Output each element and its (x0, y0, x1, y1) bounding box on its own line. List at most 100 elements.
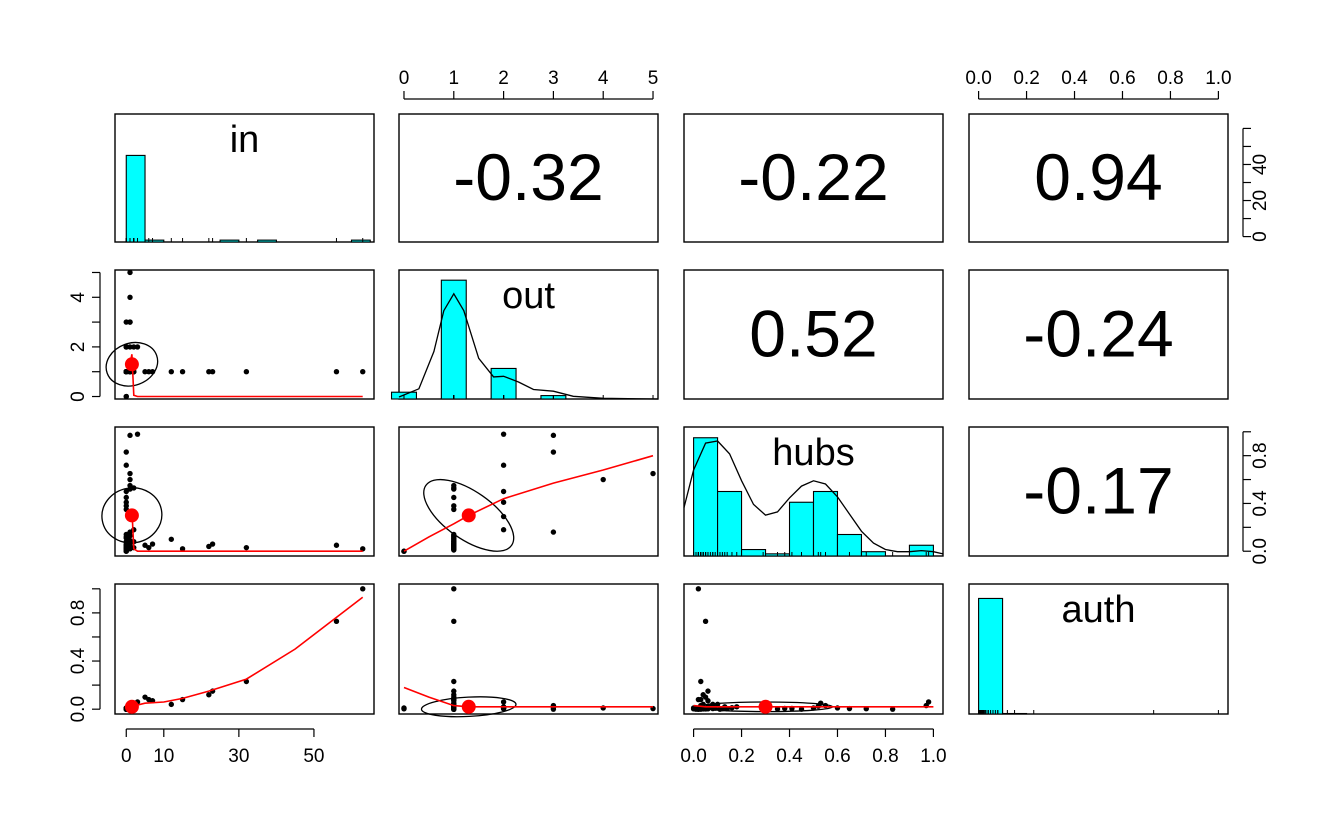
panel-frame-hubs-out (398, 426, 659, 557)
scatter-point (500, 488, 507, 495)
diagonal-panel-hubs: hubs (683, 432, 944, 557)
y-tick-label: 4 (68, 292, 89, 303)
scatter-point (690, 706, 697, 712)
x-tick-label-hubs: 0.2 (728, 746, 754, 767)
panel-frame-auth-auth (968, 583, 1229, 715)
x-top-tick-label-auth: 0.8 (1157, 68, 1183, 89)
scatter-point (333, 542, 340, 548)
x-top-tick-label-auth: 0.2 (1013, 68, 1039, 89)
scatter-point (500, 462, 507, 468)
scatter-point (243, 369, 250, 375)
mean-point (124, 357, 139, 372)
scatter-point (500, 527, 507, 533)
scatter-panel-auth-vs-in (123, 586, 366, 714)
correlation-ellipse (101, 487, 163, 544)
scatter-point (817, 700, 824, 706)
scatter-panel-auth-vs-hubs (690, 586, 934, 714)
scatter-point (451, 546, 457, 552)
scatter-point (451, 503, 457, 509)
y-tick-label: 0.4 (68, 647, 89, 674)
diagonal-panel-auth: auth (978, 589, 1219, 715)
scatter-point (168, 536, 175, 542)
variable-label-auth: auth (1062, 589, 1136, 631)
y-axis-right-in: 0 20 40 (1242, 127, 1271, 242)
x-tick-label-hubs: 0.6 (824, 746, 850, 767)
x-top-tick-label-out: 1 (448, 68, 459, 89)
scatter-point (650, 470, 656, 477)
x-tick-label-hubs: 0.8 (872, 746, 898, 767)
scatter-point (168, 369, 175, 375)
loess-smooth-line (403, 686, 653, 708)
x-top-tick-label-out: 0 (399, 68, 410, 89)
scatter-panel-hubs-vs-out (401, 431, 656, 554)
hist-bar-hubs (741, 548, 767, 557)
scatter-point (243, 544, 250, 551)
x-tick-label-hubs: 1.0 (920, 746, 946, 767)
scatter-point (695, 696, 702, 703)
scatter-point (705, 688, 711, 694)
scatter-point (179, 369, 186, 375)
x-top-tick-label-out: 2 (498, 68, 509, 89)
scatter-point (360, 586, 366, 592)
x-axis-top-out: 0 1 2 3 4 5 (399, 68, 658, 100)
correlation-value-in-auth: 0.94 (1034, 140, 1162, 214)
x-axis-bottom-in: 0 10 30 50 (121, 728, 325, 767)
correlation-ellipse (423, 478, 515, 552)
x-axis-bottom-hubs: 0.0 0.2 0.4 0.6 0.8 1.0 (680, 728, 947, 767)
x-axis-top-auth: 0.0 0.2 0.4 0.6 0.8 1.0 (965, 68, 1232, 100)
scatter-point (127, 319, 133, 325)
variable-label-hubs: hubs (772, 432, 854, 474)
scatter-point (134, 431, 141, 437)
scatter-point (333, 618, 340, 625)
scatter-point (550, 529, 557, 535)
y-tick-label: 2 (68, 342, 89, 353)
x-top-tick-label-auth: 0.4 (1061, 68, 1088, 89)
hist-bar-hubs (860, 551, 886, 557)
density-curve-out (398, 292, 659, 400)
scatter-point (700, 692, 706, 698)
y-right-tick-label: 20 (1250, 190, 1271, 211)
panel-frame-auth-hubs (683, 583, 944, 715)
panel-frame-hubs-in (114, 426, 375, 557)
scatter-point (600, 476, 606, 483)
scatter-point (142, 369, 148, 375)
y-right-tick-label: 0 (1250, 231, 1271, 242)
hist-bar-in (219, 239, 240, 243)
x-tick-label-in: 10 (153, 746, 174, 767)
panel-frame-out-in (114, 269, 375, 400)
panel-frame-in-in (114, 113, 375, 243)
scatter-point (179, 546, 186, 552)
scatter-point (889, 706, 896, 712)
scatter-point (451, 485, 457, 491)
variable-label-out: out (502, 275, 555, 317)
scatter-point (123, 344, 129, 350)
x-top-tick-label-auth: 0.0 (965, 68, 991, 89)
x-tick-label-hubs: 0.0 (680, 746, 706, 767)
scatter-point (698, 678, 704, 685)
scatter-point (500, 499, 507, 505)
scatter-point (451, 678, 457, 685)
scatter-point (131, 344, 137, 350)
scatter-point (127, 344, 133, 350)
y-right-tick-label: 0.8 (1250, 442, 1271, 468)
hist-bar-auth (978, 597, 1004, 715)
scatter-point (168, 701, 175, 708)
x-tick-label-in: 30 (228, 746, 249, 767)
y-axis-left-auth: 0.0 0.4 0.8 (68, 588, 101, 722)
scatter-point (695, 586, 702, 592)
scatter-point (550, 705, 557, 711)
variable-label-in: in (230, 119, 260, 161)
scatter-point (206, 692, 212, 698)
scatter-point (550, 449, 557, 455)
hist-bar-hubs (717, 490, 743, 557)
x-top-tick-label-out: 3 (548, 68, 559, 89)
scatter-point (123, 393, 129, 400)
scatter-panel-auth-vs-out (401, 586, 656, 718)
hist-bar-hubs (812, 490, 839, 557)
diagonal-panel-out: out (390, 275, 659, 400)
x-tick-label-in: 0 (121, 746, 132, 767)
scatter-point (127, 470, 133, 477)
x-tick-label-in: 50 (303, 746, 324, 767)
loess-smooth-line (403, 454, 654, 552)
correlation-ellipse (420, 696, 517, 718)
